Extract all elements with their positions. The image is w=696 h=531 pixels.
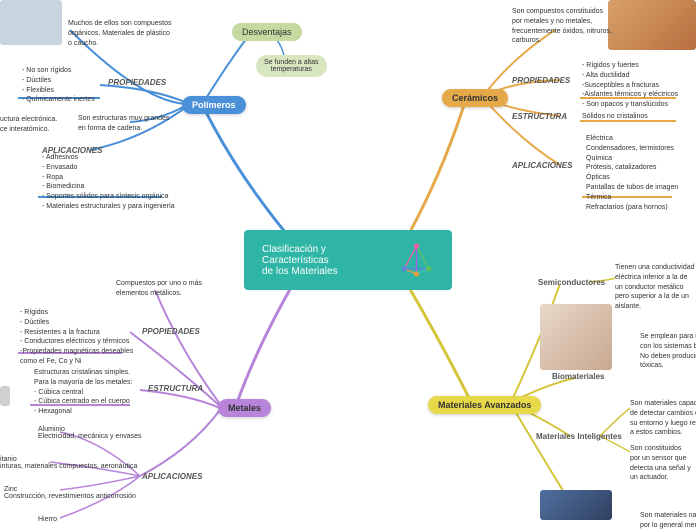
desventajas-node: Desventajas (232, 23, 302, 41)
img-ceramic (608, 0, 696, 50)
polimeros-prop-label: PROPIEDADES (108, 78, 166, 87)
geometry-icon (399, 240, 434, 280)
polimeros-estructura: Son estructuras muy grandes en forma de … (78, 114, 169, 134)
polimeros-desc: Muchos de ellos son compuestos orgánicos… (68, 19, 172, 48)
ceramicos-desc: Son compuestos constituidos por metales … (512, 7, 612, 46)
semiconductores-desc: Tienen una conductividad eléctrica infer… (615, 263, 695, 312)
metales-desc: Compuestos por uno o más elementos metál… (116, 279, 202, 299)
metales-estr-items: Estructuras cristalinas simples. Para la… (34, 368, 132, 417)
img-polymer (0, 0, 62, 45)
polimeros-prop-items: - No son rígidos - Dúctiles - Flexibles … (22, 66, 95, 105)
semiconductores-label: Semiconductores (538, 278, 605, 287)
inteligentes-label: Materiales Inteligentes (536, 432, 622, 441)
metales-node: Metales (218, 399, 271, 417)
avanzados-node: Materiales Avanzados (428, 396, 541, 414)
center-title-1: Clasificación y Características (262, 244, 379, 266)
img-metal (0, 386, 10, 406)
ceramicos-app-label: APLICACIONES (512, 161, 572, 170)
img-biomaterial (540, 304, 612, 370)
metales-estr-label: ESTRUCTURA (148, 384, 203, 393)
ceramicos-estr-items: Sólidos no cristalinos (582, 112, 648, 122)
metales-titanio-desc: inturas, materiales compuestos, aeronáut… (0, 462, 137, 472)
img-nano (540, 490, 612, 520)
polimeros-app-items: - Adhesivos - Envasado - Ropa - Biomedic… (42, 153, 175, 212)
metales-app-label: APLICACIONES (142, 472, 202, 481)
inteligentes-desc2: Son constituidos por un sensor que detec… (630, 444, 691, 483)
polimeros-estructura-extra: uctura electrónica. ce interatómico. (0, 115, 57, 135)
desventajas-detail: Se funden a altas temperaturas (256, 55, 327, 77)
metales-aluminio-desc: Electricidad, mecánica y envases (38, 432, 142, 442)
biomateriales-desc: Se emplean para int con los sistemas bio… (640, 332, 696, 371)
inteligentes-desc1: Son materiales capac de detectar cambios… (630, 399, 696, 438)
metales-prop-label: PPOPIEDADES (142, 327, 200, 336)
ceramicos-app-items: Eléctrica Condensadores, termistores Quí… (586, 134, 678, 212)
polimeros-node: Polímeros (182, 96, 246, 114)
nano-desc: Son materiales nano por lo general meno (640, 511, 696, 531)
ceramicos-prop-label: PROPIEDADES (512, 76, 570, 85)
center-title-2: de los Materiales (262, 266, 379, 277)
center-node: Clasificación y Características de los M… (244, 230, 452, 290)
ceramicos-prop-items: - Rígidos y fuertes - Alta ductilidad -S… (582, 61, 678, 110)
metales-zinc-desc: Construcción, revestimientos anticorrosi… (4, 492, 136, 502)
ceramicos-estr-label: ESTRUCTURA (512, 112, 567, 121)
biomateriales-label: Biomateriales (552, 372, 604, 381)
ceramicos-node: Cerámicos (442, 89, 508, 107)
metales-prop-items: - Rígidos - Dúctiles - Resistentes a la … (20, 308, 133, 367)
